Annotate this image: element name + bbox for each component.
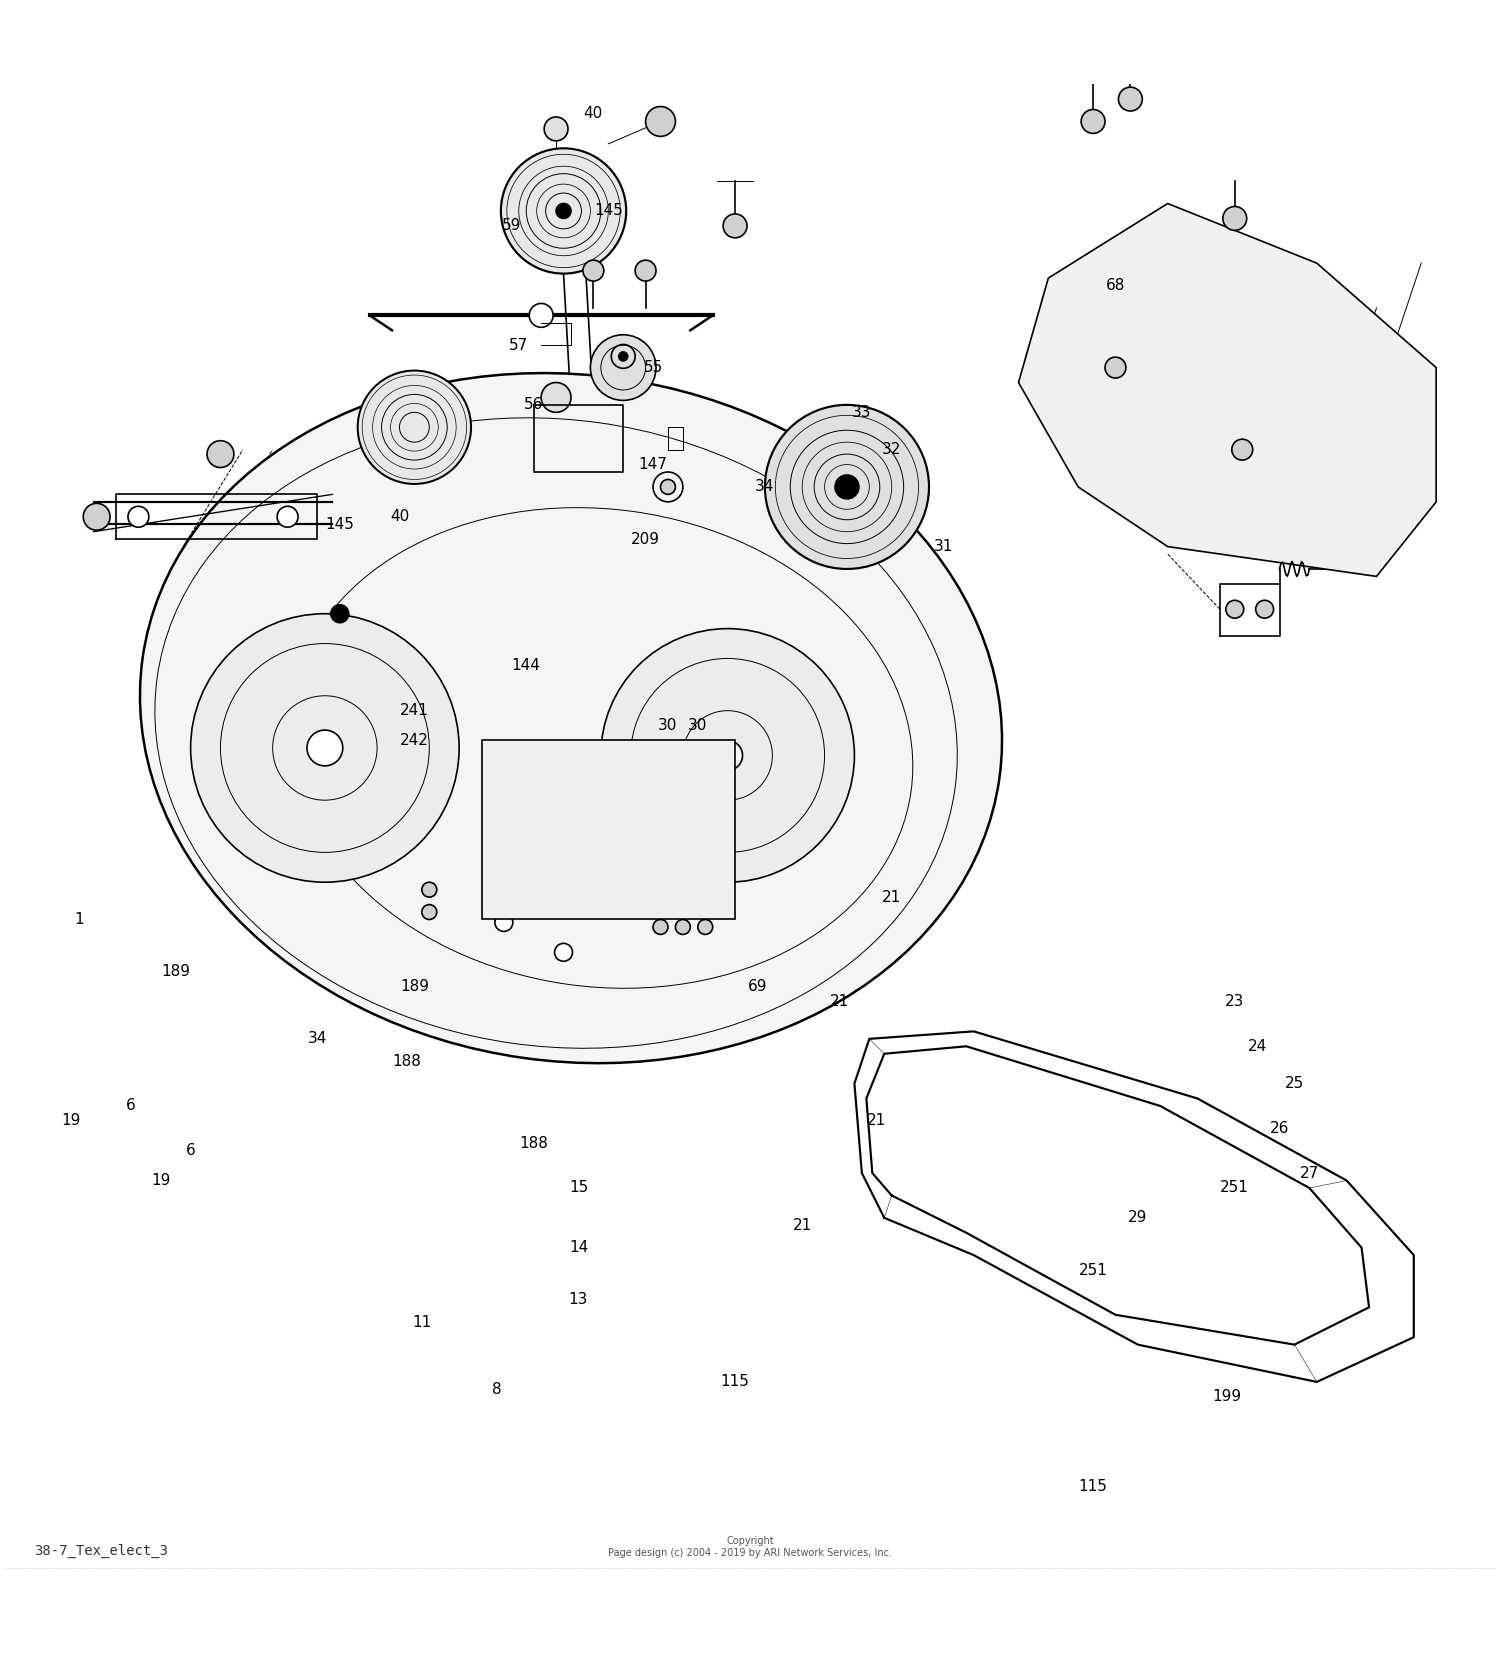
Circle shape	[422, 905, 436, 920]
Circle shape	[128, 506, 148, 528]
Text: 209: 209	[632, 531, 660, 546]
Text: 15: 15	[568, 1180, 588, 1195]
Text: 189: 189	[400, 979, 429, 994]
Circle shape	[660, 480, 675, 495]
Text: 32: 32	[882, 442, 902, 456]
Circle shape	[501, 148, 626, 274]
Circle shape	[836, 475, 860, 500]
Text: 241: 241	[400, 704, 429, 719]
Text: 145: 145	[326, 516, 354, 531]
Text: 25: 25	[1286, 1076, 1304, 1091]
Text: 1: 1	[74, 911, 84, 926]
Text: 6: 6	[126, 1099, 136, 1114]
Text: 56: 56	[524, 397, 543, 412]
Text: 33: 33	[852, 405, 871, 420]
Circle shape	[591, 335, 656, 400]
Circle shape	[602, 629, 855, 881]
Text: 13: 13	[568, 1293, 588, 1308]
Text: 29: 29	[1128, 1210, 1148, 1225]
Text: 251: 251	[1221, 1180, 1250, 1195]
Circle shape	[634, 261, 656, 281]
Circle shape	[190, 614, 459, 881]
Text: 24: 24	[1248, 1039, 1268, 1054]
Text: 40: 40	[390, 510, 410, 525]
Circle shape	[555, 943, 573, 961]
Circle shape	[1106, 357, 1126, 378]
Text: 19: 19	[152, 1174, 171, 1189]
Circle shape	[618, 352, 627, 360]
Text: 34: 34	[754, 480, 774, 495]
Circle shape	[584, 261, 604, 281]
Circle shape	[1226, 601, 1244, 618]
Circle shape	[645, 106, 675, 136]
Text: Copyright
Page design (c) 2004 - 2019 by ARI Network Services, Inc.: Copyright Page design (c) 2004 - 2019 by…	[608, 1537, 892, 1559]
Text: 242: 242	[400, 734, 429, 749]
Text: 189: 189	[160, 964, 190, 979]
Polygon shape	[1019, 204, 1436, 576]
Text: 19: 19	[62, 1114, 81, 1129]
Text: 23: 23	[1226, 994, 1245, 1009]
Text: 251: 251	[1078, 1263, 1107, 1278]
Text: 31: 31	[934, 540, 954, 554]
Text: 26: 26	[1270, 1120, 1288, 1135]
Circle shape	[712, 740, 742, 770]
Circle shape	[544, 116, 568, 141]
Circle shape	[1232, 440, 1252, 460]
Text: 199: 199	[1214, 1389, 1242, 1404]
Ellipse shape	[140, 374, 1002, 1062]
Text: 38-7_Tex_elect_3: 38-7_Tex_elect_3	[34, 1544, 168, 1559]
Circle shape	[1222, 206, 1246, 231]
Text: 145: 145	[594, 204, 622, 219]
Text: 30: 30	[688, 719, 708, 734]
Circle shape	[723, 214, 747, 237]
Circle shape	[278, 506, 298, 528]
FancyBboxPatch shape	[482, 740, 735, 920]
Text: 188: 188	[393, 1054, 422, 1069]
Text: 6: 6	[186, 1144, 195, 1159]
Text: 188: 188	[519, 1135, 548, 1150]
Text: 21: 21	[792, 1218, 812, 1233]
Circle shape	[1256, 601, 1274, 618]
Text: 59: 59	[501, 219, 520, 234]
Circle shape	[308, 730, 344, 765]
Circle shape	[422, 881, 436, 896]
Text: 30: 30	[658, 719, 678, 734]
Circle shape	[332, 604, 348, 622]
Text: 21: 21	[867, 1114, 886, 1129]
Circle shape	[495, 913, 513, 931]
Text: 40: 40	[584, 106, 603, 121]
Circle shape	[542, 382, 572, 412]
Circle shape	[765, 405, 928, 569]
Text: 11: 11	[413, 1315, 432, 1330]
Text: 69: 69	[747, 979, 766, 994]
Text: 21: 21	[882, 890, 902, 905]
Circle shape	[1082, 110, 1106, 133]
Circle shape	[698, 920, 712, 935]
Text: 57: 57	[509, 337, 528, 352]
Circle shape	[556, 204, 572, 219]
Circle shape	[1119, 86, 1143, 111]
Circle shape	[357, 370, 471, 485]
Text: 27: 27	[1299, 1165, 1318, 1180]
Text: 147: 147	[639, 457, 668, 471]
Circle shape	[82, 503, 110, 530]
Circle shape	[675, 920, 690, 935]
Circle shape	[530, 304, 554, 327]
Text: 144: 144	[512, 659, 540, 674]
Text: 34: 34	[308, 1031, 327, 1046]
Circle shape	[207, 440, 234, 468]
Text: 14: 14	[568, 1240, 588, 1255]
Text: 115: 115	[1078, 1479, 1107, 1494]
Text: 115: 115	[720, 1374, 750, 1389]
Circle shape	[652, 920, 668, 935]
Text: 8: 8	[492, 1381, 501, 1396]
Text: 68: 68	[1106, 277, 1125, 294]
Text: 55: 55	[644, 360, 663, 375]
Text: 21: 21	[830, 994, 849, 1009]
